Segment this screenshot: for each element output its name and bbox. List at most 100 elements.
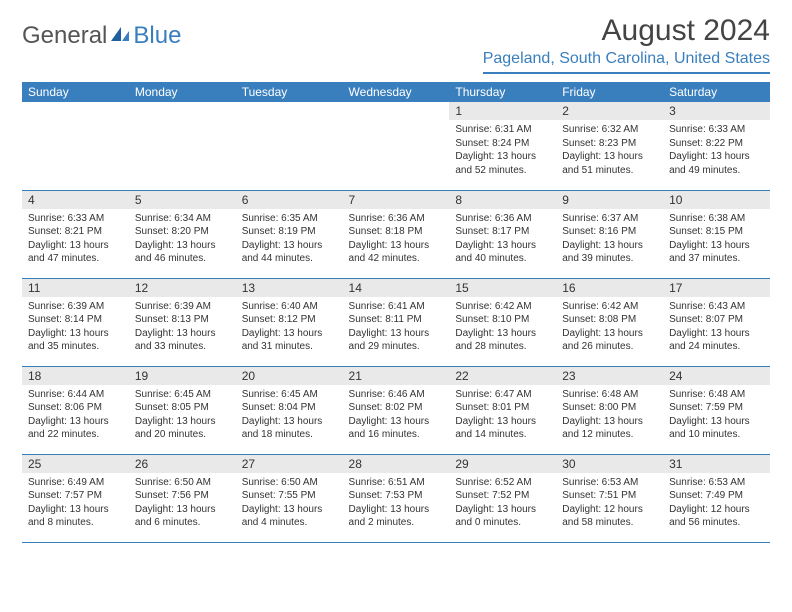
cell-body: Sunrise: 6:53 AMSunset: 7:49 PMDaylight:…	[663, 473, 770, 534]
cell-body: Sunrise: 6:50 AMSunset: 7:56 PMDaylight:…	[129, 473, 236, 534]
daylight1-text: Daylight: 13 hours	[28, 239, 123, 253]
day-number: 25	[22, 455, 129, 473]
daylight2-text: and 37 minutes.	[669, 252, 764, 266]
sunset-text: Sunset: 8:20 PM	[135, 225, 230, 239]
calendar-cell: 13Sunrise: 6:40 AMSunset: 8:12 PMDayligh…	[236, 278, 343, 366]
cell-body: Sunrise: 6:34 AMSunset: 8:20 PMDaylight:…	[129, 209, 236, 270]
calendar-cell: 31Sunrise: 6:53 AMSunset: 7:49 PMDayligh…	[663, 454, 770, 542]
calendar-cell: 22Sunrise: 6:47 AMSunset: 8:01 PMDayligh…	[449, 366, 556, 454]
cell-body: Sunrise: 6:39 AMSunset: 8:14 PMDaylight:…	[22, 297, 129, 358]
daylight2-text: and 26 minutes.	[562, 340, 657, 354]
day-header: Monday	[129, 82, 236, 102]
sunrise-text: Sunrise: 6:36 AM	[349, 212, 444, 226]
sunrise-text: Sunrise: 6:51 AM	[349, 476, 444, 490]
daylight2-text: and 14 minutes.	[455, 428, 550, 442]
day-number: 26	[129, 455, 236, 473]
daylight1-text: Daylight: 13 hours	[242, 503, 337, 517]
cell-body: Sunrise: 6:39 AMSunset: 8:13 PMDaylight:…	[129, 297, 236, 358]
cell-body: Sunrise: 6:41 AMSunset: 8:11 PMDaylight:…	[343, 297, 450, 358]
calendar-cell: 8Sunrise: 6:36 AMSunset: 8:17 PMDaylight…	[449, 190, 556, 278]
sunrise-text: Sunrise: 6:46 AM	[349, 388, 444, 402]
calendar-cell: 4Sunrise: 6:33 AMSunset: 8:21 PMDaylight…	[22, 190, 129, 278]
cell-body: Sunrise: 6:45 AMSunset: 8:04 PMDaylight:…	[236, 385, 343, 446]
sunrise-text: Sunrise: 6:33 AM	[669, 123, 764, 137]
daylight1-text: Daylight: 13 hours	[28, 503, 123, 517]
day-number: 13	[236, 279, 343, 297]
cell-body: Sunrise: 6:47 AMSunset: 8:01 PMDaylight:…	[449, 385, 556, 446]
sunrise-text: Sunrise: 6:43 AM	[669, 300, 764, 314]
sunrise-text: Sunrise: 6:40 AM	[242, 300, 337, 314]
daylight1-text: Daylight: 13 hours	[669, 415, 764, 429]
cell-body: Sunrise: 6:31 AMSunset: 8:24 PMDaylight:…	[449, 120, 556, 181]
daylight1-text: Daylight: 13 hours	[455, 150, 550, 164]
daylight1-text: Daylight: 13 hours	[349, 415, 444, 429]
calendar-body: 1Sunrise: 6:31 AMSunset: 8:24 PMDaylight…	[22, 102, 770, 542]
sunset-text: Sunset: 8:00 PM	[562, 401, 657, 415]
day-number: 18	[22, 367, 129, 385]
daylight1-text: Daylight: 13 hours	[28, 327, 123, 341]
cell-body: Sunrise: 6:38 AMSunset: 8:15 PMDaylight:…	[663, 209, 770, 270]
sunrise-text: Sunrise: 6:34 AM	[135, 212, 230, 226]
daylight2-text: and 47 minutes.	[28, 252, 123, 266]
sunrise-text: Sunrise: 6:52 AM	[455, 476, 550, 490]
sunrise-text: Sunrise: 6:47 AM	[455, 388, 550, 402]
sunset-text: Sunset: 8:22 PM	[669, 137, 764, 151]
sunrise-text: Sunrise: 6:48 AM	[562, 388, 657, 402]
daylight2-text: and 24 minutes.	[669, 340, 764, 354]
calendar-cell	[129, 102, 236, 190]
day-header: Tuesday	[236, 82, 343, 102]
calendar-cell	[236, 102, 343, 190]
daylight2-text: and 33 minutes.	[135, 340, 230, 354]
calendar-head: SundayMondayTuesdayWednesdayThursdayFrid…	[22, 82, 770, 102]
daylight1-text: Daylight: 13 hours	[349, 503, 444, 517]
sunrise-text: Sunrise: 6:42 AM	[455, 300, 550, 314]
calendar-cell: 1Sunrise: 6:31 AMSunset: 8:24 PMDaylight…	[449, 102, 556, 190]
sunset-text: Sunset: 7:59 PM	[669, 401, 764, 415]
calendar-cell: 6Sunrise: 6:35 AMSunset: 8:19 PMDaylight…	[236, 190, 343, 278]
daylight2-text: and 40 minutes.	[455, 252, 550, 266]
daylight1-text: Daylight: 13 hours	[455, 239, 550, 253]
calendar-cell: 10Sunrise: 6:38 AMSunset: 8:15 PMDayligh…	[663, 190, 770, 278]
day-number: 27	[236, 455, 343, 473]
daylight2-text: and 0 minutes.	[455, 516, 550, 530]
daylight2-text: and 31 minutes.	[242, 340, 337, 354]
sunset-text: Sunset: 7:56 PM	[135, 489, 230, 503]
cell-body: Sunrise: 6:52 AMSunset: 7:52 PMDaylight:…	[449, 473, 556, 534]
day-header: Friday	[556, 82, 663, 102]
calendar-week: 18Sunrise: 6:44 AMSunset: 8:06 PMDayligh…	[22, 366, 770, 454]
sunrise-text: Sunrise: 6:50 AM	[135, 476, 230, 490]
daylight1-text: Daylight: 12 hours	[562, 503, 657, 517]
logo-text-general: General	[22, 22, 107, 50]
calendar-cell: 25Sunrise: 6:49 AMSunset: 7:57 PMDayligh…	[22, 454, 129, 542]
cell-body: Sunrise: 6:48 AMSunset: 8:00 PMDaylight:…	[556, 385, 663, 446]
daylight2-text: and 4 minutes.	[242, 516, 337, 530]
daylight2-text: and 42 minutes.	[349, 252, 444, 266]
logo-sail-icon	[109, 25, 131, 43]
calendar-cell	[343, 102, 450, 190]
day-number: 2	[556, 102, 663, 120]
daylight1-text: Daylight: 13 hours	[562, 150, 657, 164]
calendar-cell: 14Sunrise: 6:41 AMSunset: 8:11 PMDayligh…	[343, 278, 450, 366]
sunrise-text: Sunrise: 6:33 AM	[28, 212, 123, 226]
page-title: August 2024	[483, 14, 770, 48]
sunset-text: Sunset: 8:07 PM	[669, 313, 764, 327]
calendar-cell: 18Sunrise: 6:44 AMSunset: 8:06 PMDayligh…	[22, 366, 129, 454]
cell-body: Sunrise: 6:43 AMSunset: 8:07 PMDaylight:…	[663, 297, 770, 358]
sunset-text: Sunset: 8:21 PM	[28, 225, 123, 239]
sunrise-text: Sunrise: 6:39 AM	[135, 300, 230, 314]
sunrise-text: Sunrise: 6:53 AM	[669, 476, 764, 490]
daylight2-text: and 56 minutes.	[669, 516, 764, 530]
day-number: 8	[449, 191, 556, 209]
sunrise-text: Sunrise: 6:50 AM	[242, 476, 337, 490]
daylight2-text: and 10 minutes.	[669, 428, 764, 442]
sunrise-text: Sunrise: 6:45 AM	[135, 388, 230, 402]
calendar-cell	[22, 102, 129, 190]
day-number: 6	[236, 191, 343, 209]
sunset-text: Sunset: 8:04 PM	[242, 401, 337, 415]
sunset-text: Sunset: 8:06 PM	[28, 401, 123, 415]
daylight2-text: and 44 minutes.	[242, 252, 337, 266]
daylight1-text: Daylight: 13 hours	[28, 415, 123, 429]
day-header: Saturday	[663, 82, 770, 102]
cell-body: Sunrise: 6:49 AMSunset: 7:57 PMDaylight:…	[22, 473, 129, 534]
day-header: Sunday	[22, 82, 129, 102]
